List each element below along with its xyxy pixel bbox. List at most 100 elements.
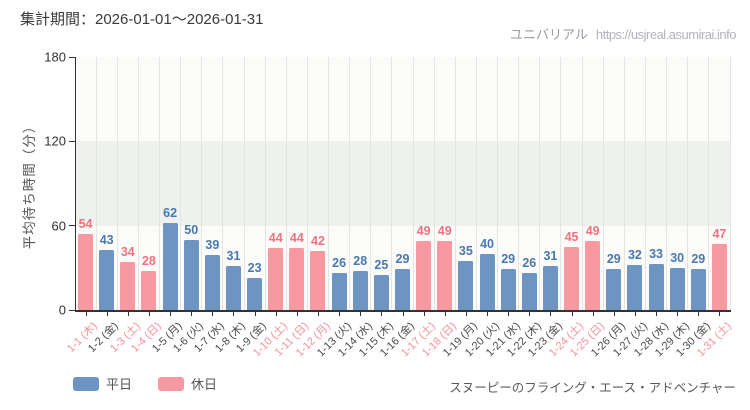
bar-value-label: 35: [458, 243, 473, 258]
bar-1-13: [331, 273, 347, 310]
chart-legend: 平日 休日: [73, 374, 243, 393]
vertical-gridline: [497, 57, 499, 310]
bar-1-24: [564, 246, 580, 310]
bar-1-3: [120, 262, 136, 310]
vertical-gridline: [391, 57, 393, 310]
bar-value-label: 29: [501, 252, 516, 267]
vertical-gridline: [729, 57, 731, 310]
vertical-gridline: [666, 57, 668, 310]
vertical-gridline: [539, 57, 541, 310]
bar-value-label: 29: [691, 252, 706, 267]
x-tick-mark: [677, 312, 679, 316]
vertical-gridline: [243, 57, 245, 310]
bar-value-label: 31: [226, 249, 241, 264]
report-period-title: 集計期間：2026-01-01～2026-01-31: [20, 11, 264, 28]
site-watermark: ユニバリアル https://usjreal.asumirai.info: [510, 24, 737, 43]
x-tick-mark: [339, 312, 341, 316]
site-brand: ユニバリアル: [510, 27, 588, 42]
y-tick-mark: [69, 140, 75, 142]
bar-1-8: [225, 266, 241, 310]
x-tick-mark: [360, 312, 362, 316]
vertical-gridline: [116, 57, 118, 310]
vertical-gridline: [137, 57, 139, 310]
plot-shaded-band: [75, 141, 730, 226]
y-tick-mark: [69, 309, 75, 311]
bar-value-label: 44: [268, 231, 283, 246]
vertical-gridline: [581, 57, 583, 310]
vertical-gridline: [412, 57, 414, 310]
bar-value-label: 29: [395, 252, 410, 267]
x-axis-line: [75, 310, 731, 312]
legend-item-weekday[interactable]: 平日: [73, 374, 132, 393]
vertical-gridline: [180, 57, 182, 310]
vertical-gridline: [475, 57, 477, 310]
vertical-gridline: [349, 57, 351, 310]
bar-value-label: 49: [585, 224, 600, 239]
bar-value-label: 39: [205, 238, 220, 253]
vertical-gridline: [454, 57, 456, 310]
vertical-gridline: [328, 57, 330, 310]
bar-chart-plot-area: 54 43 34 28 62 50 39 31 23 44 44 42 26 28 25 29 49 49 35 40…: [75, 57, 731, 310]
y-tick-label: 60: [51, 218, 66, 234]
legend-item-holiday[interactable]: 休日: [158, 374, 217, 393]
bar-value-label: 26: [522, 256, 537, 271]
bar-1-19: [458, 260, 474, 310]
vertical-gridline: [644, 57, 646, 310]
bar-1-2: [99, 249, 115, 310]
y-tick-label: 120: [44, 133, 66, 149]
bar-1-18: [437, 241, 453, 310]
y-axis-line: [75, 57, 76, 310]
bar-value-label: 40: [480, 236, 494, 251]
bar-value-label: 62: [163, 205, 178, 220]
bar-1-15: [373, 274, 389, 310]
bar-1-21: [500, 269, 516, 310]
vertical-gridline: [285, 57, 287, 310]
bar-1-29: [669, 267, 685, 310]
bar-value-label: 28: [353, 253, 368, 268]
x-tick-mark: [254, 312, 256, 316]
x-tick-mark: [317, 312, 319, 316]
vertical-gridline: [222, 57, 224, 310]
site-url: https://usjreal.asumirai.info: [595, 27, 737, 42]
x-tick-mark: [275, 312, 277, 316]
bar-value-label: 44: [289, 231, 304, 246]
x-tick-mark: [296, 312, 298, 316]
vertical-gridline: [560, 57, 562, 310]
x-tick-mark: [444, 312, 446, 316]
x-tick-mark: [212, 312, 214, 316]
bar-1-9: [247, 277, 263, 310]
bar-1-6: [183, 239, 199, 310]
bar-1-5: [162, 222, 178, 310]
x-tick-mark: [191, 312, 193, 316]
bar-value-label: 34: [120, 245, 135, 260]
bar-1-30: [690, 269, 706, 310]
x-tick-mark: [508, 312, 510, 316]
vertical-gridline: [433, 57, 435, 310]
bar-value-label: 49: [416, 224, 431, 239]
bar-1-1: [78, 234, 94, 310]
x-tick-mark: [106, 312, 108, 316]
bar-1-25: [585, 241, 601, 310]
x-tick-mark: [148, 312, 150, 316]
vertical-gridline: [264, 57, 266, 310]
y-tick-mark: [69, 225, 75, 227]
bar-1-11: [289, 248, 305, 310]
bar-value-label: 32: [627, 248, 642, 263]
bar-value-label: 31: [543, 249, 558, 264]
bar-value-label: 29: [606, 252, 621, 267]
bar-1-7: [204, 255, 220, 310]
bar-1-28: [648, 263, 664, 310]
weekday-color-swatch: [73, 376, 99, 391]
bar-value-label: 26: [332, 256, 347, 271]
y-tick-label: 0: [58, 302, 66, 318]
bar-1-27: [627, 265, 643, 310]
x-tick-mark: [719, 312, 721, 316]
x-tick-mark: [465, 312, 467, 316]
x-tick-mark: [634, 312, 636, 316]
bar-value-label: 23: [247, 260, 262, 275]
x-tick-mark: [550, 312, 552, 316]
x-tick-mark: [592, 312, 594, 316]
bar-1-12: [310, 250, 326, 310]
bar-value-label: 45: [564, 229, 579, 244]
vertical-gridline: [687, 57, 689, 310]
